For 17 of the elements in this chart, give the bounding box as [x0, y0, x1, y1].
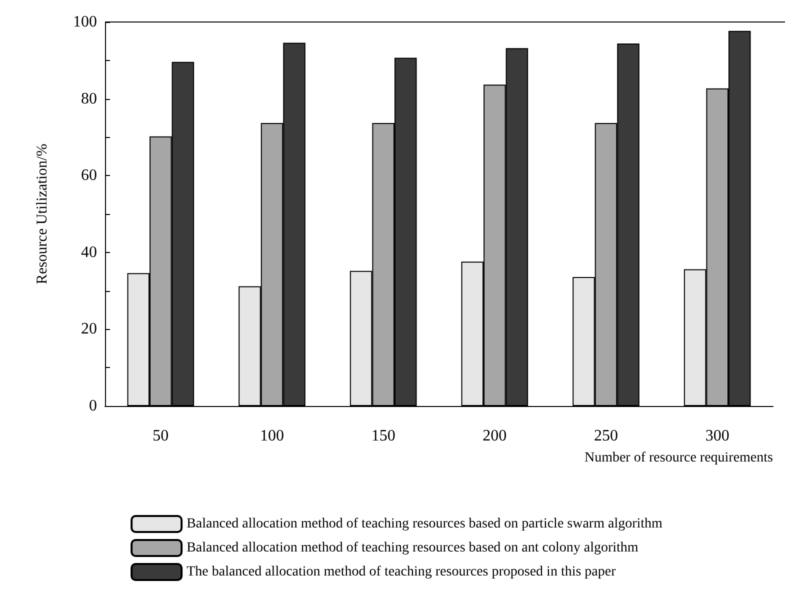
y-tick-label: 80	[81, 90, 97, 108]
legend-label: The balanced allocation method of teaching resources proposed in this paper	[186, 564, 616, 580]
y-tick-label: 0	[89, 398, 97, 414]
legend-label: Balanced allocation method of teaching resources based on ant colony algorithm	[186, 540, 638, 556]
x-tick-label: 100	[260, 428, 284, 444]
x-tick-label: 250	[594, 428, 618, 444]
y-axis-title: Resource Utilization/%	[34, 144, 50, 284]
y-tick-label: 100	[73, 14, 97, 30]
x-tick-label: 300	[705, 428, 730, 444]
y-tick-label: 40	[81, 244, 97, 261]
x-tick-label: 50	[152, 428, 169, 444]
x-axis-title: Number of resource requirements	[584, 450, 773, 466]
y-tick-label: 20	[81, 320, 97, 338]
legend-label: Balanced allocation method of teaching resources based on particle swarm algorithm	[186, 516, 663, 532]
y-tick-label: 60	[81, 167, 97, 184]
x-tick-label: 150	[371, 428, 396, 444]
x-tick-label: 200	[482, 428, 507, 444]
